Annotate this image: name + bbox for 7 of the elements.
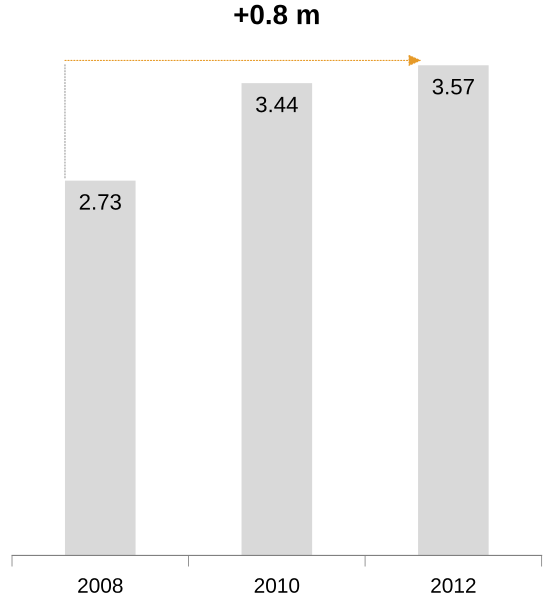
data-label: 3.44 (256, 96, 298, 112)
x-tick-label: 2008 (78, 578, 123, 593)
x-tick-label: 2012 (431, 578, 476, 593)
data-label: 2.73 (80, 194, 121, 210)
data-label: 3.57 (432, 78, 474, 94)
chart-title: +0.8 m (234, 4, 319, 24)
x-tick-label: 2010 (254, 578, 300, 593)
